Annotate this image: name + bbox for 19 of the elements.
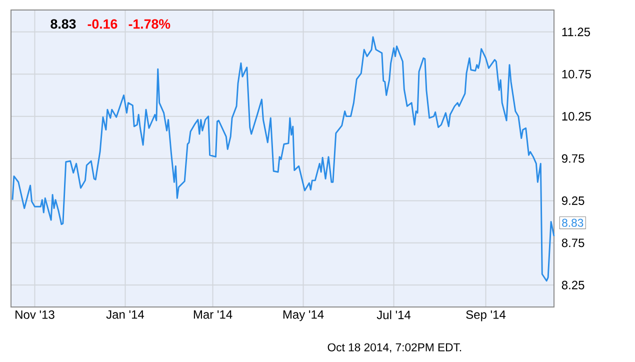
y-tick-label: 10.75 — [562, 70, 591, 78]
x-tick-label: May '14 — [283, 310, 324, 322]
y-tick-label: 9.25 — [562, 196, 584, 205]
annotation: 8.83 — [50, 19, 76, 29]
annotation: -1.78% — [128, 19, 170, 29]
line-series — [12, 36, 555, 282]
x-tick-label: Jan '14 — [106, 310, 144, 319]
text: Oct 18 2014, 7:02PM EDT. — [328, 343, 462, 353]
x-tick-label: Nov '13 — [16, 310, 54, 319]
y-tick-label: 9.75 — [562, 154, 584, 163]
y-tick-label: 10.25 — [562, 112, 591, 121]
y-tick-label: 8.25 — [562, 280, 584, 290]
annotation: 8.83 — [562, 218, 584, 227]
x-tick-label: Mar '14 — [194, 310, 232, 319]
x-tick-label: Sep '14 — [466, 310, 506, 322]
annotation: -0.16 — [88, 19, 118, 29]
x-tick-label: Jul '14 — [376, 310, 411, 320]
y-tick-label: 8.75 — [562, 238, 584, 248]
y-tick-label: 11.25 — [562, 28, 590, 36]
